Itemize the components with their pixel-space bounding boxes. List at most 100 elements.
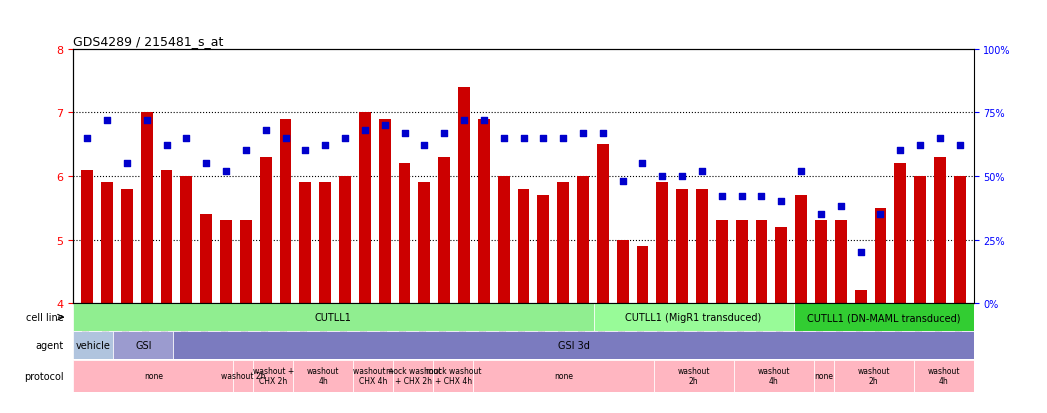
Bar <box>359 113 371 304</box>
Bar <box>557 183 570 304</box>
Point <box>258 128 274 134</box>
Text: GSI: GSI <box>135 340 152 350</box>
Point <box>852 249 869 256</box>
Bar <box>656 183 668 304</box>
Bar <box>339 176 351 304</box>
Bar <box>399 164 410 304</box>
Text: washout
4h: washout 4h <box>928 366 960 385</box>
Point <box>595 130 611 137</box>
Text: none: none <box>554 371 573 380</box>
Bar <box>834 221 847 304</box>
Bar <box>696 189 708 304</box>
Text: CUTLL1 (MigR1 transduced): CUTLL1 (MigR1 transduced) <box>625 312 762 323</box>
Point <box>615 178 631 185</box>
Bar <box>260 157 271 304</box>
Bar <box>756 221 767 304</box>
Bar <box>200 215 213 304</box>
Point <box>79 135 95 142</box>
Bar <box>299 183 311 304</box>
Point <box>793 168 809 175</box>
Point <box>297 148 314 154</box>
Point <box>832 204 849 210</box>
Point <box>773 199 789 205</box>
Text: agent: agent <box>35 340 63 350</box>
Point <box>198 161 215 167</box>
Point <box>654 173 671 180</box>
Bar <box>537 196 550 304</box>
Bar <box>220 221 232 304</box>
Text: washout
4h: washout 4h <box>307 366 339 385</box>
FancyBboxPatch shape <box>473 360 653 392</box>
FancyBboxPatch shape <box>73 331 113 359</box>
Bar <box>736 221 748 304</box>
Bar <box>120 189 133 304</box>
Point <box>118 161 135 167</box>
Point <box>812 211 829 218</box>
Text: GSI 3d: GSI 3d <box>558 340 589 350</box>
Bar <box>82 170 93 304</box>
Text: GDS4289 / 215481_s_at: GDS4289 / 215481_s_at <box>73 36 224 48</box>
Bar <box>180 176 193 304</box>
Text: mock washout
+ CHX 4h: mock washout + CHX 4h <box>426 366 482 385</box>
Point <box>733 194 750 200</box>
Bar <box>379 119 391 304</box>
Bar <box>815 221 827 304</box>
FancyBboxPatch shape <box>73 304 594 331</box>
Point <box>693 168 710 175</box>
Bar <box>954 176 965 304</box>
Text: protocol: protocol <box>24 371 63 381</box>
Bar <box>280 119 291 304</box>
Bar <box>102 183 113 304</box>
FancyBboxPatch shape <box>794 304 974 331</box>
Point <box>277 135 294 142</box>
Point <box>952 143 968 150</box>
Point <box>515 135 532 142</box>
Point <box>892 148 909 154</box>
Bar <box>419 183 430 304</box>
Bar <box>617 240 628 304</box>
Bar <box>319 183 331 304</box>
Bar <box>676 189 688 304</box>
Text: CUTLL1: CUTLL1 <box>315 312 352 323</box>
Point <box>455 117 472 124</box>
FancyBboxPatch shape <box>233 360 253 392</box>
FancyBboxPatch shape <box>814 360 833 392</box>
Point <box>475 117 492 124</box>
FancyBboxPatch shape <box>433 360 473 392</box>
Point <box>376 122 393 129</box>
Bar <box>716 221 728 304</box>
Bar <box>914 176 927 304</box>
Bar <box>894 164 907 304</box>
Bar <box>854 291 867 304</box>
Point <box>337 135 354 142</box>
Bar <box>637 246 648 304</box>
Point <box>238 148 254 154</box>
Text: none: none <box>143 371 163 380</box>
FancyBboxPatch shape <box>354 360 394 392</box>
FancyBboxPatch shape <box>833 360 914 392</box>
Point <box>535 135 552 142</box>
Point <box>912 143 929 150</box>
FancyBboxPatch shape <box>594 304 794 331</box>
Bar <box>874 208 887 304</box>
Point <box>218 168 235 175</box>
Point <box>98 117 115 124</box>
Bar <box>160 170 173 304</box>
Bar <box>796 196 807 304</box>
Bar <box>577 176 589 304</box>
Point <box>495 135 512 142</box>
Point <box>555 135 572 142</box>
FancyBboxPatch shape <box>113 331 174 359</box>
Text: washout
4h: washout 4h <box>757 366 789 385</box>
Bar <box>517 189 530 304</box>
Bar <box>240 221 251 304</box>
Bar <box>140 113 153 304</box>
Text: cell line: cell line <box>25 312 63 323</box>
Text: none: none <box>815 371 833 380</box>
FancyBboxPatch shape <box>293 360 354 392</box>
Point <box>713 194 730 200</box>
Text: washout +
CHX 4h: washout + CHX 4h <box>353 366 394 385</box>
Text: mock washout
+ CHX 2h: mock washout + CHX 2h <box>385 366 441 385</box>
FancyBboxPatch shape <box>253 360 293 392</box>
Text: washout +
CHX 2h: washout + CHX 2h <box>252 366 294 385</box>
